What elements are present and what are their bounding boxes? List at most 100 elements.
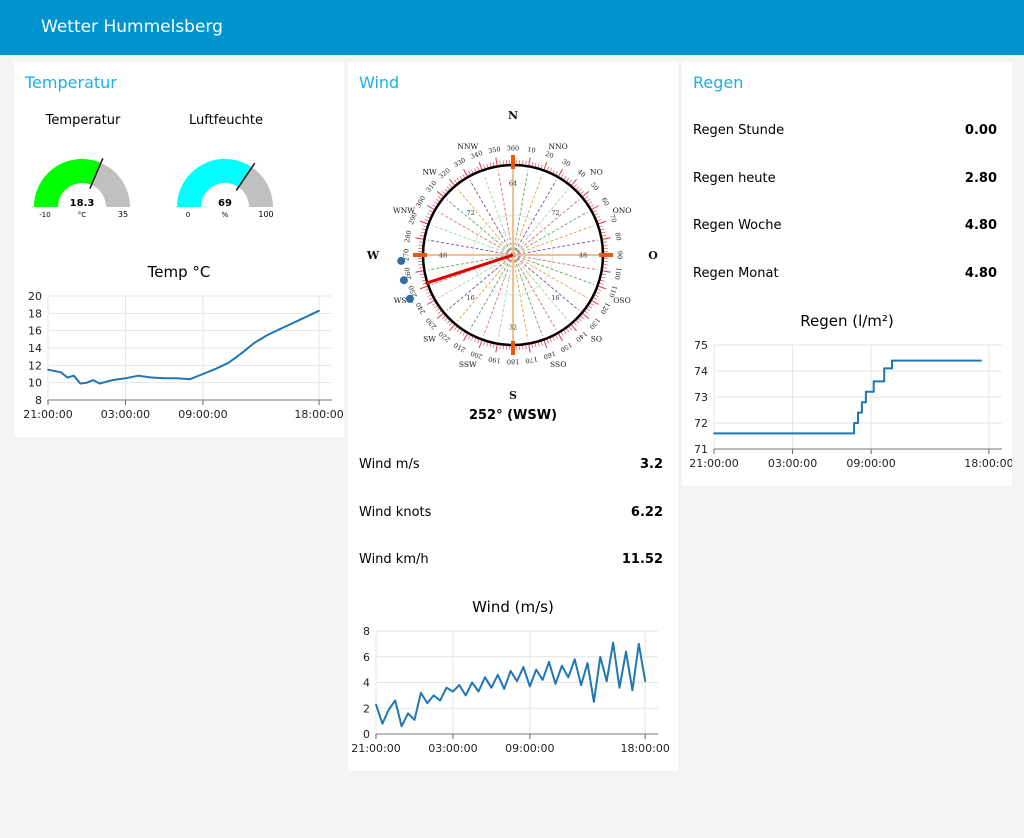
compass-tick — [525, 345, 527, 350]
compass-spoke — [512, 254, 529, 340]
compass-tick — [495, 344, 498, 353]
compass-tick — [552, 169, 555, 174]
regen-row-value: 4.80 — [964, 218, 997, 233]
compass-degree-label: 360 — [507, 145, 519, 153]
compass-intercardinal-label: NNO — [549, 142, 568, 151]
compass-tick — [552, 336, 555, 341]
regen-row-label: Regen Woche — [693, 218, 782, 233]
regen-data-point — [883, 367, 885, 370]
wind-compass: 360 10 20304050607080901001101201301401501… — [366, 109, 658, 402]
compass-tick — [543, 161, 548, 170]
app-title: Wetter Hummelsberg — [41, 17, 223, 37]
compass-spoke — [428, 254, 514, 271]
compass-inner-label: 16 — [466, 294, 474, 302]
gauge-hum-value: 69 — [218, 198, 232, 209]
regen-data-point — [891, 367, 893, 370]
temp-data-point — [137, 374, 140, 377]
compass-tick — [563, 176, 567, 180]
compass-degree-label: 220 — [437, 330, 452, 344]
regen-x-tick-label: 21:00:00 — [689, 457, 738, 470]
compass-intercardinal-label: SSW — [459, 360, 477, 369]
temp-y-tick-label: 14 — [28, 342, 42, 355]
compass-tick — [540, 341, 543, 346]
compass-tick — [600, 228, 605, 231]
regen-card: Regen Regen Stunde 0.00 Regen heute 2.80… — [682, 62, 1012, 486]
compass-spoke — [512, 199, 580, 256]
compass-tick — [601, 273, 606, 276]
compass-degree-label: 30 — [561, 157, 572, 168]
regen-y-tick-label: 73 — [694, 391, 708, 404]
wind-data-point — [535, 668, 537, 671]
regen-data-point — [853, 432, 855, 435]
wind-data-point — [407, 712, 409, 715]
compass-tick — [499, 160, 501, 165]
regen-x-tick-label: 09:00:00 — [846, 457, 895, 470]
temperatur-card: Temperatur Temperatur Luftfeuchte 18.3 °… — [14, 62, 344, 437]
compass-tick — [549, 337, 552, 342]
temp-data-point — [105, 381, 107, 383]
compass-tick — [489, 343, 492, 348]
regen-row-label: Regen heute — [693, 171, 776, 186]
compass-degree-label: 260 — [403, 267, 413, 281]
wind-card: Wind 360 10 20 30 40 50 60 70 80 90 100 110 120 130 14… — [348, 62, 678, 771]
compass-degree-label: 130 — [588, 316, 602, 331]
temp-data-point — [279, 328, 282, 330]
regen-data-point — [891, 359, 893, 362]
wind-card-title: Wind — [359, 73, 400, 92]
compass-tick — [418, 267, 423, 269]
compass-tick — [558, 333, 563, 341]
compass-tick — [420, 234, 425, 237]
compass-degree-label: 270 — [403, 249, 411, 261]
compass-tick — [432, 302, 436, 306]
compass-tick — [578, 188, 582, 193]
compass-spoke — [469, 180, 514, 256]
compass-tick — [593, 297, 598, 300]
wind-data-point — [394, 699, 396, 702]
gauge-temp-needle — [89, 157, 104, 189]
gauge-temperatur: 18.3 °C -10 35 — [34, 157, 130, 219]
compass-tick — [568, 179, 572, 184]
compass-degree-label: 80 — [613, 232, 622, 242]
compass-tick — [456, 328, 460, 333]
compass-tick — [573, 184, 577, 188]
compass-spoke — [512, 254, 580, 311]
wind-x-tick-label: 18:00:00 — [620, 742, 669, 755]
wind-data-point — [490, 686, 493, 689]
gauge-temp-unit: °C — [78, 211, 87, 219]
compass-tick — [590, 204, 594, 208]
compass-degree-label: 250 — [407, 284, 419, 298]
compass-tick — [603, 267, 608, 269]
compass-spoke — [497, 170, 514, 256]
compass-tick — [543, 340, 548, 349]
temp-y-tick-label: 16 — [28, 325, 42, 338]
compass-inner-label: 48 — [439, 252, 447, 260]
gauge-temp-value: 18.3 — [70, 198, 95, 209]
compass-tick — [471, 169, 474, 174]
wind-data-point — [638, 643, 640, 645]
compass-tick — [499, 345, 501, 350]
temp-data-point — [215, 368, 217, 370]
compass-tick — [540, 164, 543, 169]
regen-card-title: Regen — [693, 73, 744, 92]
compass-degree-label: 180 — [507, 358, 519, 366]
compass-tick — [436, 313, 444, 319]
compass-intercardinal-label: NW — [422, 168, 437, 177]
compass-tick — [415, 270, 424, 273]
compass-tick — [432, 204, 436, 208]
wind-data-point — [426, 702, 429, 704]
compass-spoke — [457, 254, 514, 322]
compass-tick — [426, 216, 431, 219]
compass-tick — [418, 241, 423, 243]
compass-degree-label: 100 — [613, 267, 623, 281]
wind-row-label: Wind km/h — [359, 552, 429, 567]
wind-data-point — [388, 708, 390, 711]
compass-tick — [449, 324, 455, 332]
compass-tick — [534, 162, 537, 167]
compass-degree-label: 200 — [469, 349, 483, 361]
wind-data-point — [561, 665, 563, 667]
temp-data-point — [150, 376, 153, 379]
compass-tick — [463, 169, 468, 177]
compass-tick — [449, 322, 453, 326]
compass-tick — [463, 333, 468, 341]
compass-tick — [582, 191, 590, 197]
